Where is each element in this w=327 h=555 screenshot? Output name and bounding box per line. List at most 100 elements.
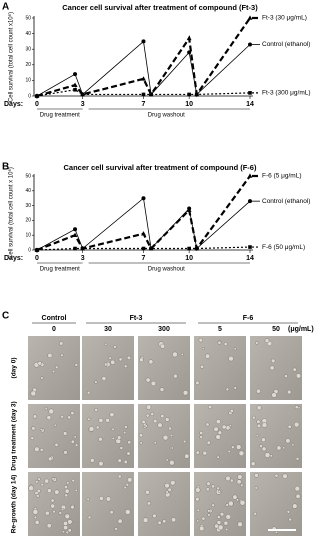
- column-label: 300: [158, 326, 170, 333]
- cell: [95, 425, 100, 430]
- cell: [225, 475, 231, 482]
- marker: [248, 245, 252, 249]
- marker: [72, 82, 78, 87]
- marker: [141, 76, 146, 81]
- cell: [31, 426, 36, 431]
- cell: [207, 509, 211, 513]
- marker: [187, 246, 191, 251]
- cell: [98, 418, 104, 423]
- cell: [282, 446, 286, 450]
- cell: [164, 483, 170, 489]
- cell: [113, 345, 117, 349]
- cell: [228, 500, 234, 507]
- cell: [164, 417, 170, 422]
- cell: [285, 438, 291, 444]
- cell: [228, 424, 232, 427]
- legend-label: Ft-3 (30 μg/mL): [262, 15, 307, 22]
- cell: [111, 436, 115, 440]
- annotation: Drug washout: [148, 267, 185, 273]
- cell: [292, 367, 297, 372]
- cell: [211, 484, 215, 489]
- cell: [126, 355, 131, 360]
- cell: [284, 374, 288, 378]
- cell: [144, 424, 148, 428]
- cell: [98, 437, 103, 442]
- cell: [86, 497, 90, 501]
- marker: [247, 173, 253, 178]
- cell: [215, 434, 221, 440]
- cell: [40, 483, 44, 487]
- marker: [149, 246, 153, 251]
- cell: [287, 424, 292, 429]
- x-prefix: Days:: [4, 255, 23, 262]
- cell: [39, 448, 44, 452]
- marker: [248, 91, 252, 95]
- y-tick-label: 10: [25, 233, 31, 239]
- marker: [248, 42, 252, 47]
- cell: [127, 477, 133, 483]
- cell: [46, 415, 52, 420]
- cell: [259, 444, 263, 448]
- cell: [169, 433, 173, 438]
- cell: [167, 487, 172, 492]
- cell: [60, 353, 64, 357]
- cell: [141, 419, 146, 424]
- cell: [195, 497, 200, 502]
- cell: [250, 461, 256, 467]
- cell: [287, 389, 292, 395]
- cell: [125, 509, 131, 515]
- cell: [173, 373, 178, 379]
- marker: [247, 15, 253, 20]
- cell: [54, 442, 59, 447]
- cell: [111, 427, 115, 431]
- cell: [63, 520, 68, 526]
- cell: [198, 338, 203, 343]
- annotation: Drug washout: [148, 113, 185, 119]
- cell: [195, 487, 201, 493]
- cell: [123, 431, 127, 435]
- marker: [73, 246, 77, 251]
- row-label: Drug treatment (day 3): [11, 401, 18, 470]
- cell: [172, 351, 178, 358]
- cell: [255, 341, 259, 345]
- cell: [254, 473, 259, 478]
- cell: [37, 361, 42, 366]
- cell: [94, 380, 98, 384]
- cell: [199, 431, 204, 435]
- cell: [291, 443, 295, 447]
- row-label: Re-growth (day 14): [11, 475, 18, 534]
- cell: [51, 369, 56, 374]
- cell: [199, 435, 203, 439]
- cell: [105, 418, 110, 423]
- cell: [211, 503, 215, 507]
- y-tick-label: 0: [28, 247, 31, 253]
- cell: [264, 338, 270, 343]
- cell: [67, 519, 73, 525]
- cell: [201, 347, 205, 350]
- cell: [48, 408, 55, 415]
- x-tick-label: 10: [185, 255, 193, 262]
- cell: [87, 515, 92, 520]
- cell: [74, 363, 79, 367]
- cell: [138, 433, 144, 438]
- cell: [87, 417, 91, 421]
- marker: [80, 246, 85, 251]
- cell: [235, 498, 239, 502]
- cell: [256, 388, 261, 394]
- marker: [187, 92, 191, 97]
- cell: [256, 405, 262, 411]
- series-line: [36, 197, 251, 251]
- cell: [199, 525, 205, 532]
- y-tick-label: 40: [25, 188, 31, 194]
- cell: [99, 496, 104, 501]
- cell: [271, 358, 276, 364]
- y-tick-label: 50: [25, 15, 31, 21]
- cell: [269, 365, 275, 371]
- cell: [45, 510, 50, 516]
- cell: [237, 521, 243, 527]
- y-axis-label: Cell survival (total cell count x10⁶): [8, 12, 15, 102]
- cell: [86, 390, 91, 395]
- cell: [232, 494, 238, 500]
- marker: [194, 92, 199, 97]
- cell: [63, 525, 68, 530]
